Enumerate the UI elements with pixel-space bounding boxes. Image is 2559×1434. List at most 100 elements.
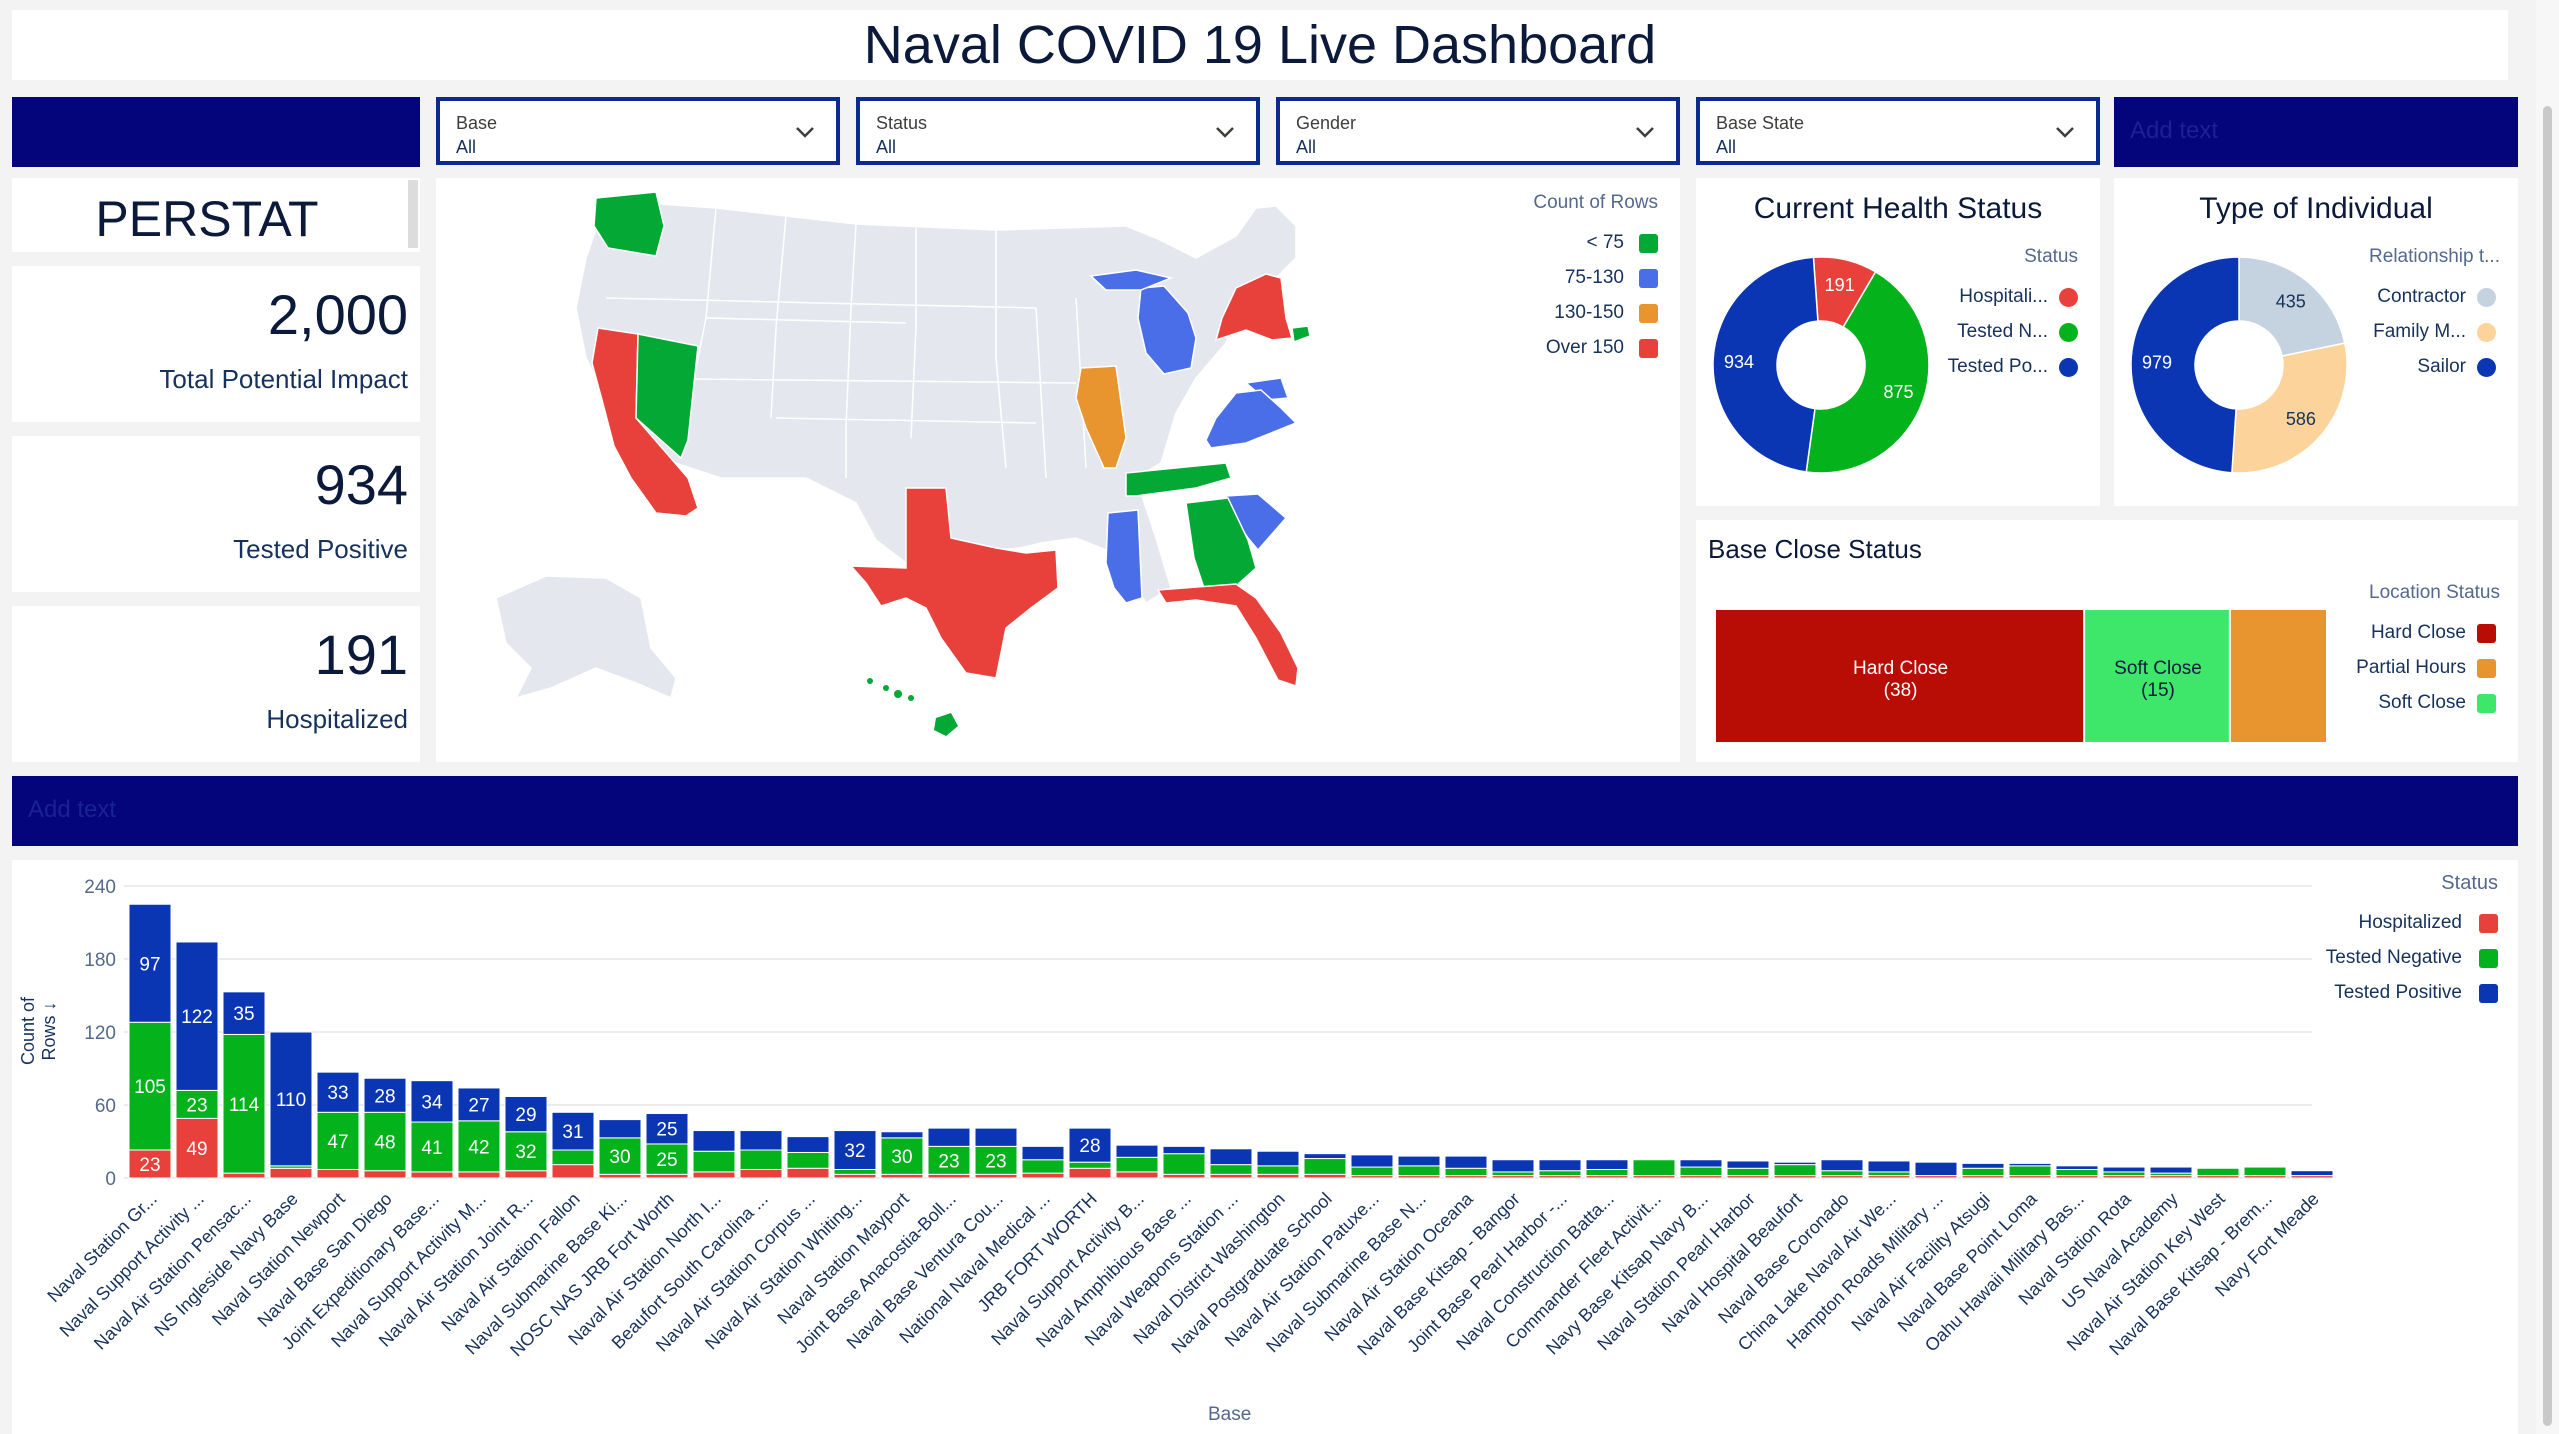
bar-segment[interactable] (880, 1173, 924, 1179)
ind-slice[interactable] (2231, 342, 2348, 474)
individual-type-donut[interactable]: 435 586 979 (2124, 250, 2354, 480)
bar-segment[interactable] (1209, 1173, 1253, 1179)
bar-segment[interactable] (1820, 1170, 1864, 1177)
bar-segment[interactable] (1491, 1159, 1535, 1173)
bar-segment[interactable] (504, 1131, 548, 1172)
bar-segment[interactable] (1021, 1145, 1065, 1161)
bar-segment[interactable] (2243, 1166, 2287, 1177)
bar-segment[interactable] (551, 1111, 595, 1151)
chevron-down-icon[interactable] (2054, 121, 2076, 143)
bar-segment[interactable] (410, 1121, 454, 1173)
bar-segment[interactable] (128, 1149, 172, 1179)
bar-segment[interactable] (1679, 1159, 1723, 1168)
bar-segment[interactable] (222, 1172, 266, 1179)
bar-segment[interactable] (1162, 1145, 1206, 1155)
bar-segment[interactable] (1115, 1144, 1159, 1158)
close-legend-item[interactable]: Hard Close (2370, 622, 2466, 643)
ind-slice[interactable] (2238, 256, 2346, 357)
bar-segment[interactable] (1303, 1153, 1347, 1160)
bar-segment[interactable] (1397, 1165, 1441, 1177)
bar-segment[interactable] (786, 1151, 830, 1169)
status-filter[interactable]: Status All (856, 97, 1260, 165)
bar-segment[interactable] (128, 1021, 172, 1151)
bar-segment[interactable] (410, 1171, 454, 1179)
bar-segment[interactable] (1021, 1172, 1065, 1179)
bar-segment[interactable] (833, 1168, 877, 1175)
bar-segment[interactable] (1068, 1167, 1112, 1179)
chevron-down-icon[interactable] (1214, 121, 1236, 143)
bar-segment[interactable] (1068, 1127, 1112, 1163)
bar-segment[interactable] (1773, 1161, 1817, 1166)
bar-segment[interactable] (316, 1071, 360, 1113)
bar-segment[interactable] (739, 1149, 783, 1170)
bar-segment[interactable] (739, 1130, 783, 1151)
bar-segment[interactable] (598, 1173, 642, 1179)
close-segment[interactable] (2230, 610, 2326, 742)
bar-segment[interactable] (1350, 1166, 1394, 1177)
map-legend-item[interactable]: Over 150 (1545, 337, 1624, 358)
bar-segment[interactable] (1914, 1161, 1958, 1177)
bar-segment[interactable] (1350, 1154, 1394, 1168)
bar-segment[interactable] (1256, 1165, 1300, 1175)
bar-segment[interactable] (739, 1168, 783, 1179)
health-slice[interactable] (1805, 270, 1930, 474)
close-segment[interactable] (1716, 610, 2084, 742)
bar-segment[interactable] (645, 1143, 689, 1175)
bar-segment[interactable] (551, 1164, 595, 1179)
map-legend-item[interactable]: < 75 (1586, 232, 1624, 253)
bar-segment[interactable] (504, 1170, 548, 1179)
bar-segment[interactable] (1632, 1159, 1676, 1177)
bar-legend-item[interactable]: Hospitalized (2358, 912, 2463, 933)
bar-segment[interactable] (1585, 1168, 1629, 1177)
bar-segment[interactable] (1068, 1161, 1112, 1169)
bar-segment[interactable] (175, 1089, 219, 1119)
bar-segment[interactable] (2055, 1165, 2099, 1170)
health-legend-item[interactable]: Tested Po... (1947, 356, 2048, 377)
bar-segment[interactable] (222, 991, 266, 1035)
bar-segment[interactable] (410, 1080, 454, 1123)
bar-segment[interactable] (2102, 1171, 2146, 1177)
middle-banner[interactable]: Add text (12, 776, 2518, 846)
bar-segment[interactable] (1115, 1171, 1159, 1179)
bar-segment[interactable] (1303, 1173, 1347, 1179)
health-legend-item[interactable]: Hospitali... (1959, 286, 2048, 307)
bar-segment[interactable] (880, 1131, 924, 1139)
bar-segment[interactable] (363, 1077, 407, 1113)
bar-segment[interactable] (692, 1130, 736, 1152)
bar-segment[interactable] (269, 1167, 313, 1179)
bar-segment[interactable] (2008, 1162, 2052, 1167)
individual-legend-item[interactable]: Contractor (2377, 286, 2466, 307)
bar-segment[interactable] (692, 1171, 736, 1179)
bar-segment[interactable] (1538, 1170, 1582, 1177)
bar-segment[interactable] (598, 1119, 642, 1139)
map-legend-item[interactable]: 130-150 (1554, 302, 1624, 323)
bar-segment[interactable] (1303, 1158, 1347, 1175)
bar-segment[interactable] (2055, 1168, 2099, 1177)
bar-segment[interactable] (2290, 1170, 2334, 1177)
bar-segment[interactable] (504, 1095, 548, 1133)
bar-segment[interactable] (1444, 1155, 1488, 1169)
bar-legend-item[interactable]: Tested Negative (2325, 947, 2462, 968)
base-close-treemap[interactable]: Hard Close(38) Soft Close(15) (1716, 610, 2356, 746)
bar-segment[interactable] (1679, 1166, 1723, 1177)
bar-segment[interactable] (1961, 1162, 2005, 1169)
bar-segment[interactable] (1491, 1171, 1535, 1177)
bar-segment[interactable] (269, 1031, 313, 1167)
bar-segment[interactable] (645, 1113, 689, 1145)
individual-legend-item[interactable]: Family M... (2373, 321, 2466, 342)
bar-segment[interactable] (1585, 1159, 1629, 1170)
bar-segment[interactable] (222, 1033, 266, 1174)
bar-segment[interactable] (1256, 1150, 1300, 1167)
bar-legend-item[interactable]: Tested Positive (2334, 982, 2462, 1003)
right-banner[interactable]: Add text (2114, 97, 2518, 167)
base-state-filter[interactable]: Base State All (1696, 97, 2100, 165)
bar-segment[interactable] (1444, 1167, 1488, 1177)
bar-segment[interactable] (175, 1117, 219, 1179)
bar-segment[interactable] (1726, 1160, 1770, 1169)
bar-segment[interactable] (1961, 1167, 2005, 1177)
ind-slice[interactable] (2130, 256, 2240, 474)
bar-segment[interactable] (551, 1149, 595, 1166)
bar-segment[interactable] (1397, 1155, 1441, 1167)
bar-segment[interactable] (692, 1150, 736, 1173)
